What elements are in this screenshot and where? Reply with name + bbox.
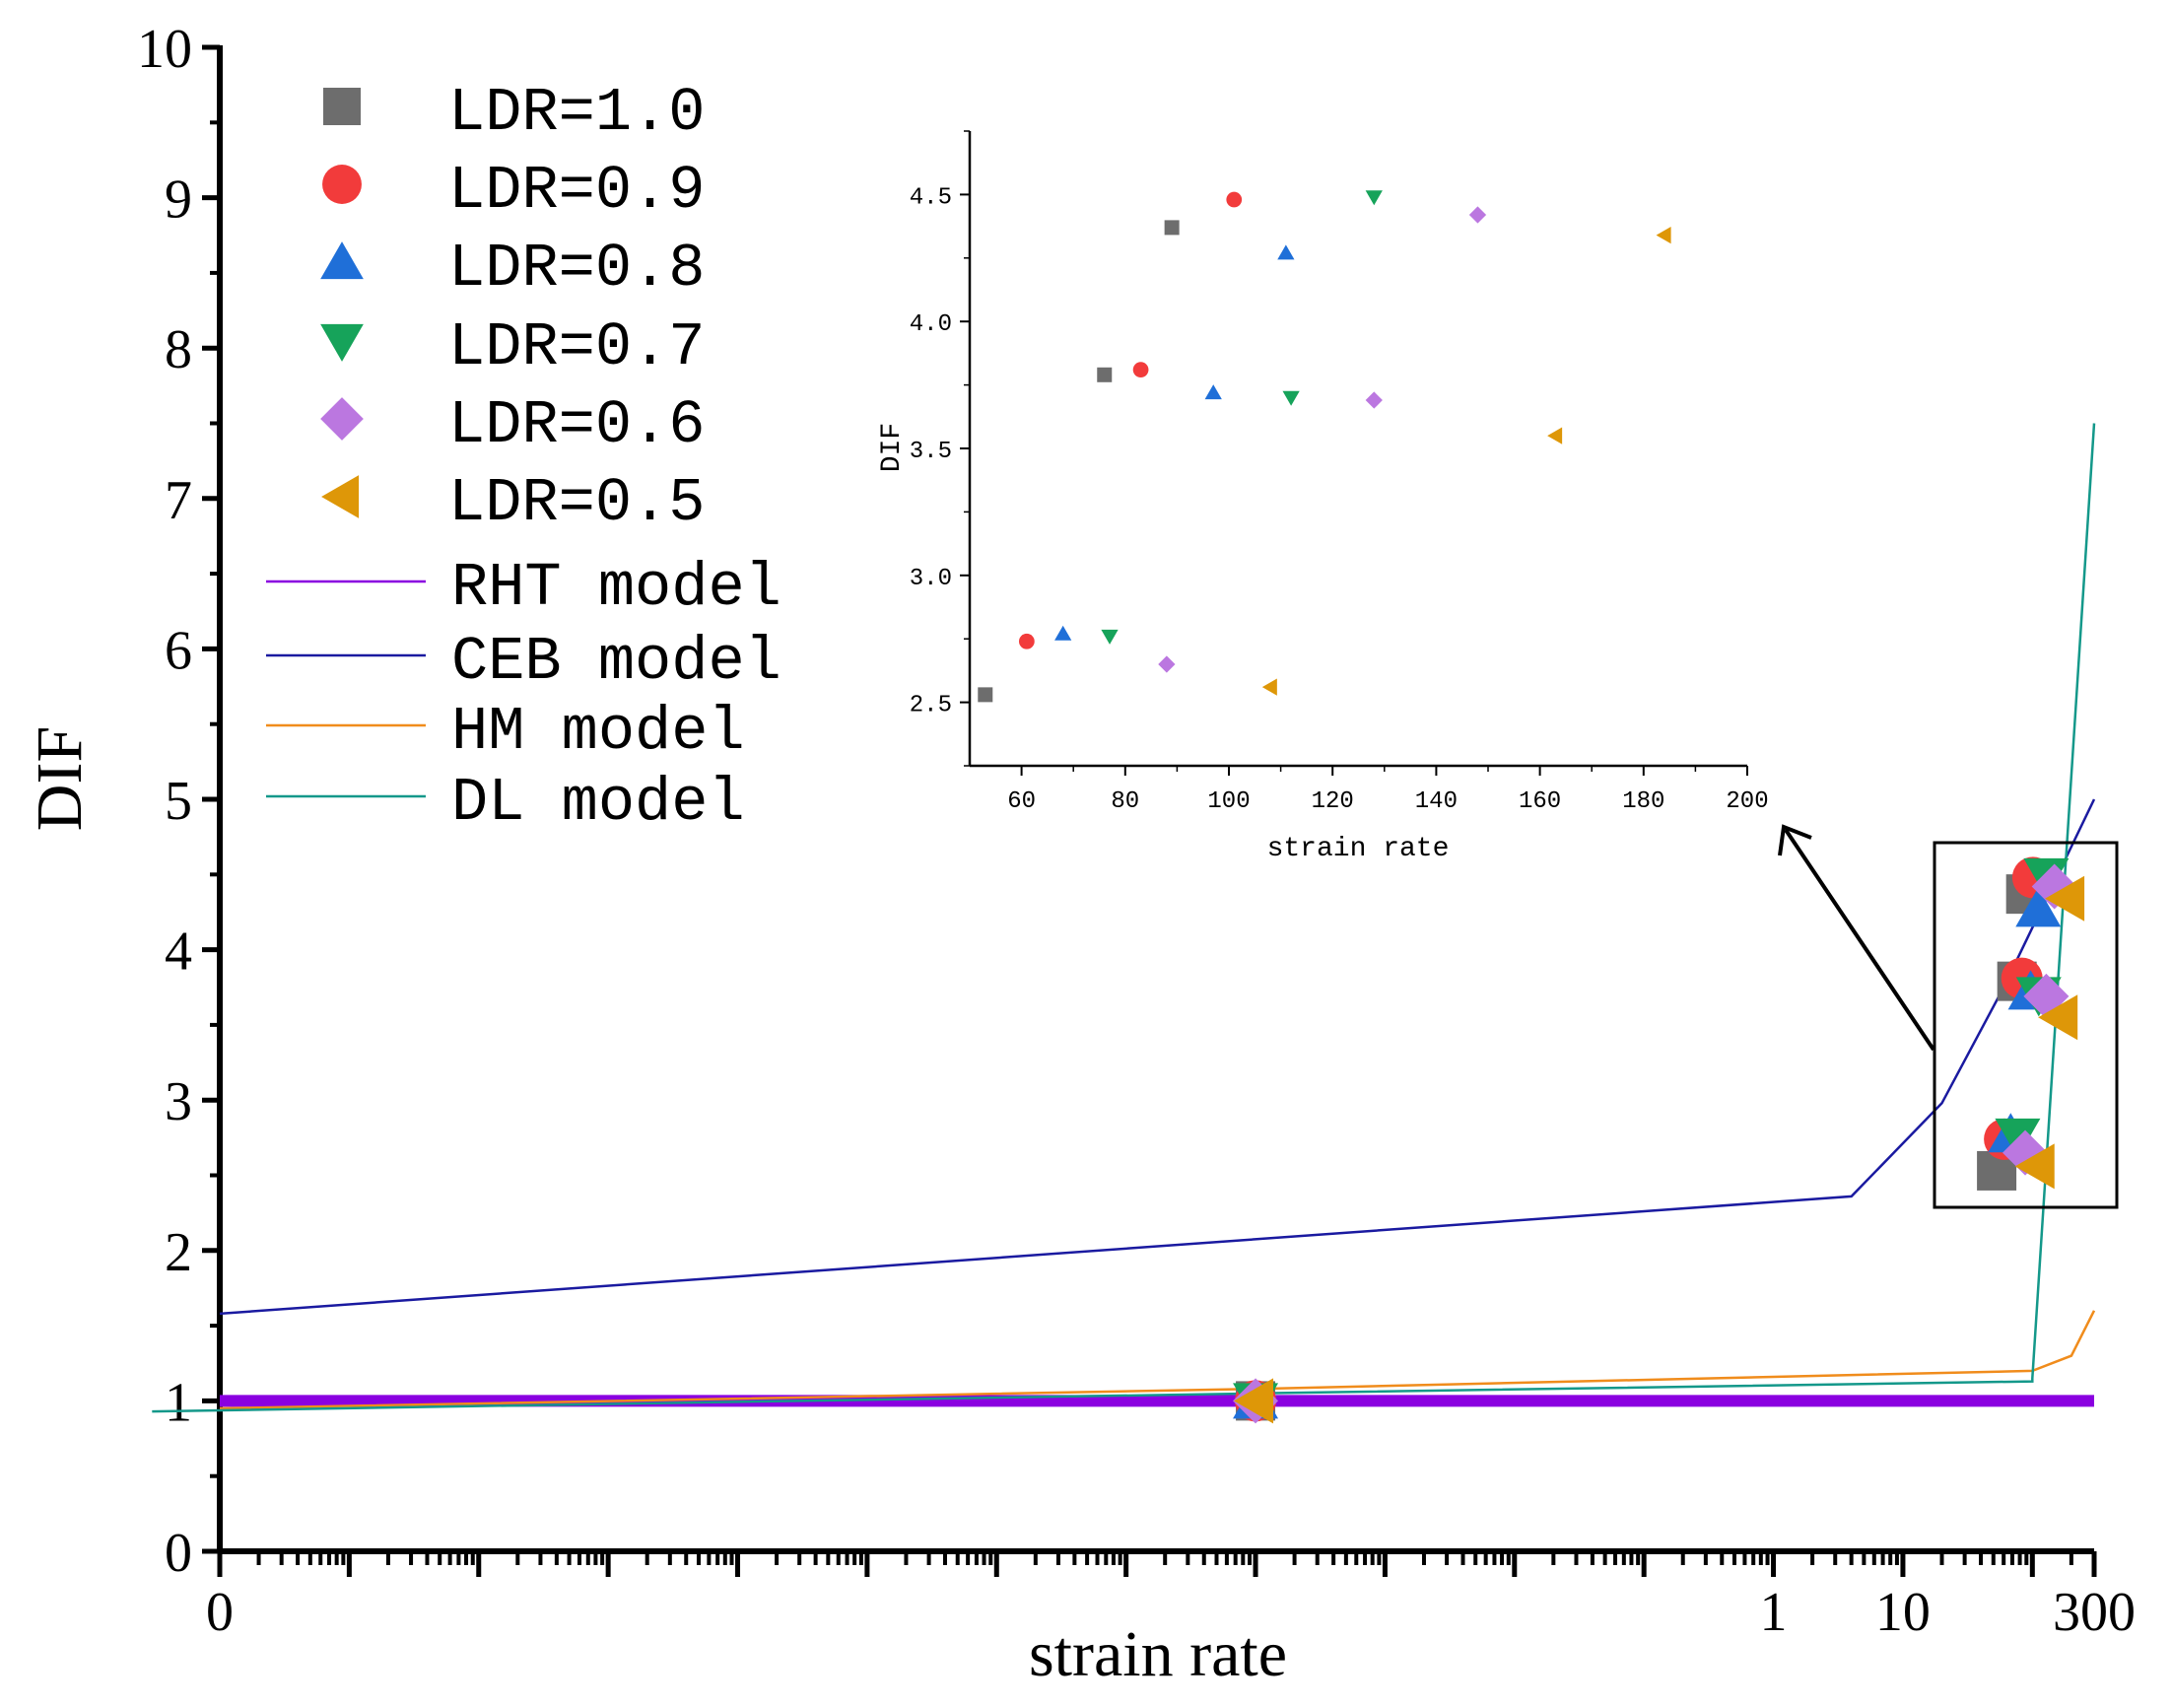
- inset-y-tick-label: 2.5: [910, 693, 952, 719]
- legend-label-ldr-0-8: LDR=0.8: [448, 234, 705, 304]
- marker-ldr-0-5: [2045, 875, 2085, 922]
- y-tick-label: 2: [165, 1222, 192, 1283]
- legend-label-ldr-0-5: LDR=0.5: [448, 468, 705, 538]
- inset-y-tick-label: 4.0: [910, 311, 952, 338]
- y-axis-label: DIF: [24, 726, 96, 831]
- inset-x-tick-label: 160: [1519, 788, 1561, 815]
- inset-marker-ldr-1-0: [1164, 220, 1180, 236]
- y-tick-label: 4: [165, 922, 192, 983]
- inset-y-tick-label: 3.5: [910, 439, 952, 465]
- inset-marker-ldr-0-9: [1018, 633, 1035, 649]
- zoom-box: [1933, 841, 2119, 1209]
- legend-marker-ldr-1-0: [323, 88, 361, 125]
- inset-marker-ldr-0-9: [1132, 362, 1149, 378]
- inset-marker-ldr-0-6: [1158, 655, 1176, 673]
- legend-label-rht-model: RHT model: [451, 553, 781, 623]
- legend-marker-ldr-0-5: [321, 475, 360, 518]
- y-tick-label: 8: [165, 319, 192, 380]
- inset-plot: 60 80 100 120 140 160 180 200 2.5 3.0 3.5 4.0 4.5: [910, 130, 1769, 815]
- inset-marker-ldr-0-9: [1226, 191, 1243, 208]
- inset-marker-ldr-0-7: [1101, 629, 1119, 645]
- inset-x-tick-label: 120: [1312, 788, 1354, 815]
- y-tick-label: 10: [137, 19, 192, 80]
- legend-marker-ldr-0-6: [320, 397, 364, 441]
- inset-x-tick-label: 140: [1415, 788, 1458, 815]
- inset-marker-ldr-0-7: [1282, 390, 1300, 406]
- x-tick-label: 300: [2053, 1582, 2136, 1643]
- marker-ldr-0-5: [2038, 994, 2078, 1041]
- curve-dl-model: [152, 423, 2096, 1413]
- legend-label-ldr-0-6: LDR=0.6: [448, 390, 705, 460]
- legend-label-ldr-0-9: LDR=0.9: [448, 156, 705, 226]
- y-tick-label: 1: [165, 1372, 192, 1433]
- y-tick-label: 0: [165, 1523, 192, 1584]
- inset-y-tick-label: 3.0: [910, 566, 952, 592]
- zoom-arrow-head: [1778, 824, 1812, 856]
- inset-marker-ldr-0-8: [1204, 384, 1222, 400]
- legend-label-ceb-model: CEB model: [451, 627, 781, 697]
- inset-marker-ldr-0-5: [1261, 678, 1277, 696]
- legend-marker-ldr-0-8: [320, 241, 364, 280]
- marker-ldr-0-8: [2015, 887, 2062, 927]
- y-tick-label: 6: [165, 620, 192, 681]
- legend-label-hm-model: HM model: [451, 697, 745, 767]
- y-tick-label: 5: [165, 771, 192, 832]
- inset-x-axis-label: strain rate: [1267, 834, 1450, 864]
- inset-y-axis-label: DIF: [877, 423, 908, 472]
- marker-ldr-0-5: [1234, 1378, 1274, 1424]
- legend: LDR=1.0 LDR=0.9 LDR=0.8 LDR=0.7 LDR=0.6 LDR=0…: [266, 78, 781, 838]
- inset-marker-ldr-1-0: [978, 687, 993, 703]
- inset-x-tick-label: 180: [1622, 788, 1664, 815]
- inset-x-tick-label: 200: [1726, 788, 1768, 815]
- x-tick-label: 0: [206, 1582, 234, 1643]
- zoom-arrow: [1784, 828, 1935, 1052]
- inset-x-tick-label: 60: [1007, 788, 1036, 815]
- inset-x-tick-label: 100: [1207, 788, 1250, 815]
- y-tick-label: 7: [165, 470, 192, 531]
- y-tick-label: 9: [165, 170, 192, 231]
- inset-marker-ldr-0-5: [1547, 427, 1563, 444]
- y-tick-label: 3: [165, 1071, 192, 1132]
- marker-ldr-0-5: [2014, 1143, 2055, 1190]
- inset-marker-ldr-0-5: [1656, 226, 1671, 244]
- inset-y-tick-label: 4.5: [910, 184, 952, 211]
- inset-marker-ldr-0-6: [1468, 206, 1487, 224]
- inset-marker-ldr-0-8: [1054, 625, 1072, 641]
- x-tick-label: 1: [1760, 1582, 1788, 1643]
- legend-label-ldr-1-0: LDR=1.0: [448, 78, 705, 148]
- inset-marker-ldr-1-0: [1097, 367, 1113, 382]
- x-tick-label: 10: [1875, 1582, 1931, 1643]
- inset-marker-ldr-0-7: [1365, 190, 1383, 206]
- legend-marker-ldr-0-7: [320, 323, 364, 362]
- inset-marker-ldr-0-6: [1365, 391, 1383, 409]
- inset-marker-ldr-0-8: [1277, 244, 1295, 260]
- inset-x-tick-label: 80: [1111, 788, 1139, 815]
- legend-label-dl-model: DL model: [451, 768, 745, 838]
- legend-marker-ldr-0-9: [322, 165, 362, 204]
- legend-label-ldr-0-7: LDR=0.7: [448, 312, 705, 382]
- x-axis-label: strain rate: [1029, 1618, 1287, 1690]
